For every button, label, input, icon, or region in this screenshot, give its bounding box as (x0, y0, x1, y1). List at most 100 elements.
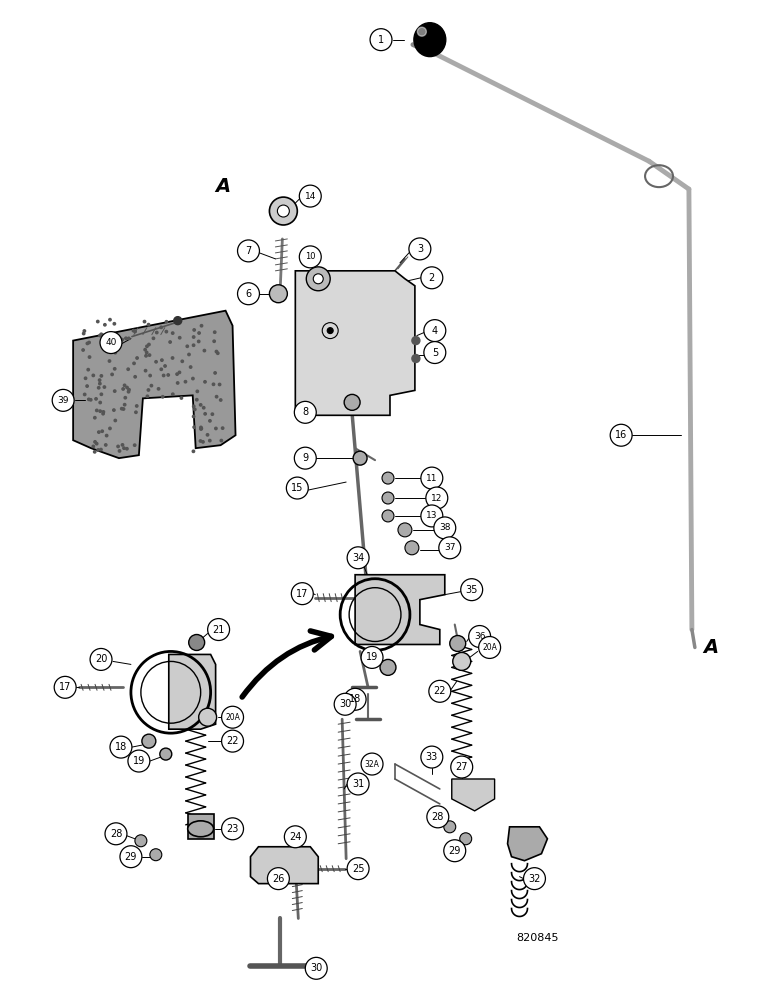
Circle shape (610, 424, 632, 446)
Circle shape (117, 445, 120, 448)
Circle shape (222, 706, 243, 728)
Circle shape (161, 359, 163, 361)
Text: 24: 24 (290, 832, 302, 842)
Circle shape (165, 330, 168, 333)
Polygon shape (355, 575, 445, 644)
Circle shape (427, 806, 449, 828)
Text: 820845: 820845 (516, 933, 559, 943)
Circle shape (134, 330, 137, 333)
Circle shape (90, 399, 92, 401)
Circle shape (128, 389, 130, 391)
Circle shape (306, 267, 330, 291)
Circle shape (83, 332, 85, 335)
Polygon shape (452, 779, 495, 811)
Circle shape (188, 353, 190, 356)
Circle shape (127, 391, 130, 393)
Circle shape (218, 383, 221, 386)
Circle shape (103, 324, 106, 326)
Text: 31: 31 (352, 779, 364, 789)
Circle shape (208, 439, 211, 442)
Text: 32A: 32A (364, 760, 380, 769)
Text: 4: 4 (432, 326, 438, 336)
Circle shape (186, 345, 188, 347)
Circle shape (150, 849, 162, 861)
Circle shape (405, 541, 419, 555)
Circle shape (238, 240, 259, 262)
Circle shape (174, 317, 181, 325)
Circle shape (121, 338, 124, 341)
Circle shape (86, 385, 88, 387)
Circle shape (164, 365, 166, 367)
Circle shape (110, 736, 132, 758)
Circle shape (169, 341, 171, 343)
Circle shape (88, 356, 91, 358)
Circle shape (111, 373, 113, 376)
Circle shape (123, 447, 125, 449)
Text: 25: 25 (352, 864, 364, 874)
Circle shape (334, 693, 356, 715)
Circle shape (88, 341, 90, 344)
Circle shape (147, 343, 150, 346)
Circle shape (192, 336, 195, 338)
Circle shape (176, 373, 178, 375)
Text: 1: 1 (378, 35, 384, 45)
Circle shape (100, 375, 103, 377)
Text: 29: 29 (125, 852, 137, 862)
Circle shape (305, 957, 327, 979)
Circle shape (108, 360, 110, 362)
Circle shape (144, 369, 147, 372)
Circle shape (194, 408, 196, 411)
Circle shape (109, 427, 111, 430)
Circle shape (97, 431, 100, 433)
Circle shape (192, 415, 195, 418)
Circle shape (277, 205, 290, 217)
Circle shape (113, 368, 116, 370)
Circle shape (134, 376, 137, 378)
Circle shape (267, 868, 290, 890)
Circle shape (151, 384, 153, 387)
Circle shape (451, 756, 472, 778)
Circle shape (156, 331, 158, 334)
Circle shape (113, 409, 115, 411)
Circle shape (152, 337, 154, 339)
Circle shape (122, 408, 125, 410)
Circle shape (92, 374, 94, 377)
Circle shape (215, 396, 218, 398)
Circle shape (93, 451, 96, 453)
Polygon shape (296, 271, 415, 415)
Circle shape (99, 334, 101, 337)
Circle shape (54, 676, 76, 698)
Text: 35: 35 (466, 585, 478, 595)
Circle shape (87, 368, 90, 371)
Circle shape (421, 267, 443, 289)
Text: 2: 2 (428, 273, 435, 283)
Circle shape (147, 389, 150, 391)
Circle shape (344, 688, 366, 710)
Circle shape (102, 413, 104, 415)
Text: 33: 33 (425, 752, 438, 762)
Polygon shape (169, 654, 215, 729)
Circle shape (122, 388, 124, 390)
Circle shape (200, 427, 202, 430)
Text: 27: 27 (455, 762, 468, 772)
Circle shape (300, 246, 321, 268)
Circle shape (428, 680, 451, 702)
Circle shape (136, 405, 138, 407)
Circle shape (82, 349, 84, 351)
Circle shape (87, 398, 90, 401)
Circle shape (94, 441, 96, 443)
Circle shape (469, 626, 491, 647)
Text: 12: 12 (431, 494, 442, 503)
Circle shape (106, 434, 108, 437)
Text: 30: 30 (310, 963, 323, 973)
Circle shape (426, 487, 448, 509)
Circle shape (136, 357, 138, 359)
Circle shape (146, 345, 148, 347)
Circle shape (382, 492, 394, 504)
Circle shape (100, 448, 102, 451)
Polygon shape (507, 827, 547, 861)
Circle shape (204, 413, 206, 415)
Circle shape (461, 579, 482, 601)
Circle shape (98, 379, 101, 381)
Text: 21: 21 (212, 625, 225, 635)
